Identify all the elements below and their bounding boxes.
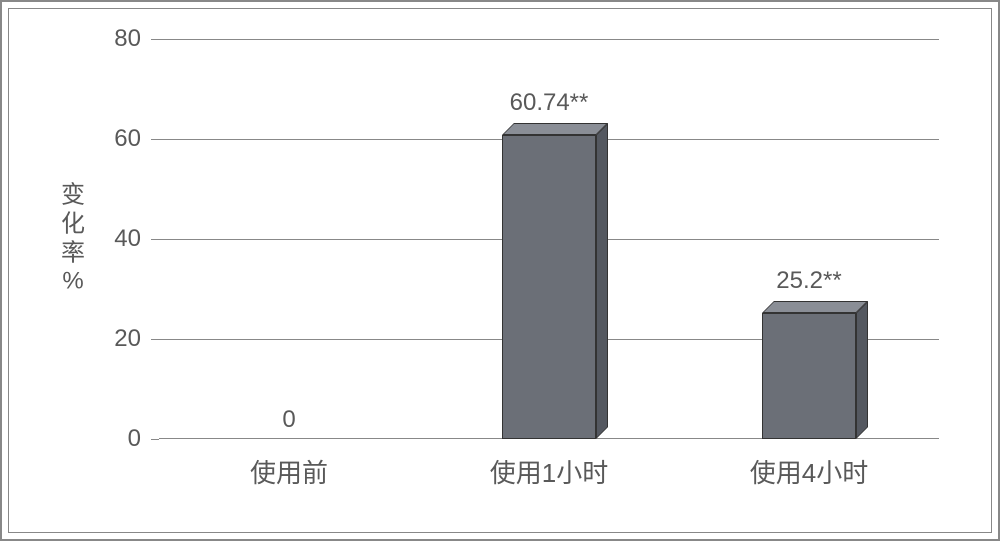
y-tick-label: 60	[101, 125, 141, 153]
x-axis-label: 使用前	[250, 453, 328, 490]
data-label: 0	[282, 406, 295, 434]
y-tick-mark	[151, 339, 159, 340]
y-tick-mark	[151, 39, 159, 40]
bar-side	[856, 301, 868, 439]
y-tick-mark	[151, 139, 159, 140]
bar-2: 25.2**	[762, 313, 856, 439]
plot-area: 变 化 率 % 020406080 0使用前60.74**使用1小时25.2**…	[159, 39, 939, 439]
x-axis-label: 使用4小时	[750, 453, 868, 490]
bar-side	[596, 123, 608, 439]
outer-frame: 变 化 率 % 0 20 40 60 80 0 使用前 60.74** 使用1小时 25.2**…	[0, 0, 1000, 541]
y-tick-mark	[151, 239, 159, 240]
y-tick-label: 80	[101, 25, 141, 53]
bar-0: 0	[242, 438, 336, 439]
y-axis-title-char: 化	[59, 210, 87, 239]
data-label: 60.74**	[510, 89, 589, 117]
y-axis-title: 变 化 率 %	[59, 181, 87, 296]
bar-front	[502, 135, 596, 439]
y-tick-label: 40	[101, 225, 141, 253]
bar-top	[762, 301, 868, 313]
x-axis-label: 使用1小时	[490, 453, 608, 490]
bar-front	[762, 313, 856, 439]
gridline	[159, 39, 939, 40]
y-axis-title-char: %	[59, 268, 87, 297]
chart-frame: 变 化 率 % 0 20 40 60 80 0 使用前 60.74** 使用1小时 25.2**…	[8, 8, 992, 533]
y-tick-label: 20	[101, 325, 141, 353]
y-tick-mark	[151, 439, 159, 440]
bar-1: 60.74**	[502, 135, 596, 439]
y-axis-title-char: 变	[59, 181, 87, 210]
y-tick-label: 0	[101, 425, 141, 453]
data-label: 25.2**	[776, 267, 841, 295]
bar-top	[502, 123, 608, 135]
y-axis-title-char: 率	[59, 239, 87, 268]
